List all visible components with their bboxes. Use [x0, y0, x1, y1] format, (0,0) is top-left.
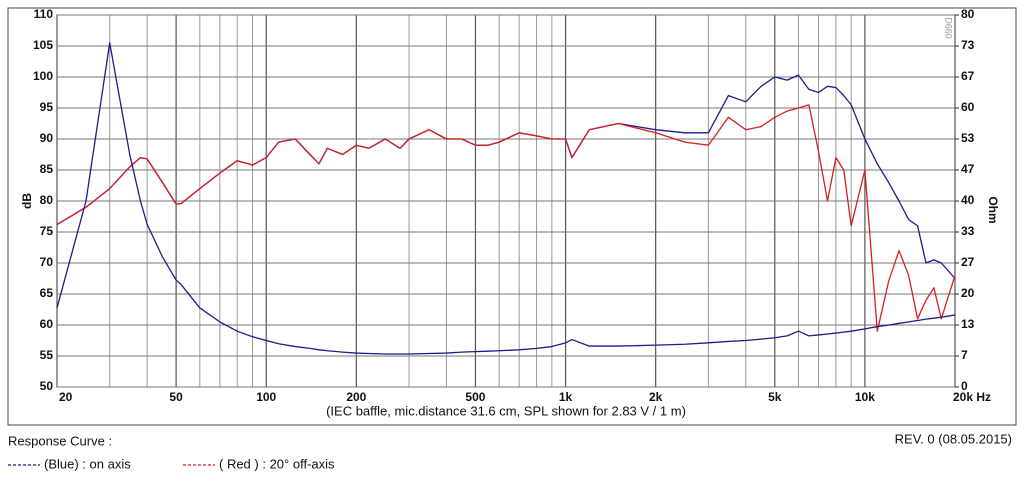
y-tick-label: 65 [40, 286, 54, 300]
y-tick-label: 90 [40, 131, 54, 145]
x-tick-label: 200 [346, 390, 366, 404]
series-line [56, 42, 956, 355]
legend-title: Response Curve : [8, 433, 112, 448]
x-tick-label: 2k [649, 390, 663, 404]
y2-tick-label: 0 [961, 379, 968, 393]
y-tick-label: 80 [40, 193, 54, 207]
y-tick-label: 60 [40, 317, 54, 331]
y-tick-label: 75 [40, 224, 54, 238]
y-tick-label: 95 [40, 100, 54, 114]
x-axis-label: (IEC baffle, mic.distance 31.6 cm, SPL s… [326, 403, 686, 418]
series-line [56, 104, 956, 332]
x-tick-label: 20 [59, 390, 73, 404]
y2-tick-label: 40 [961, 193, 975, 207]
y-tick-label: 55 [40, 348, 54, 362]
legend-label: (Blue) : on axis [44, 456, 131, 471]
y2-tick-label: 67 [961, 69, 975, 83]
x-tick-label: 50 [169, 390, 183, 404]
y2-tick-label: 60 [961, 100, 975, 114]
revision: REV. 0 (08.05.2015) [895, 431, 1012, 446]
y2-tick-label: 27 [961, 255, 975, 269]
y-tick-label: 50 [40, 379, 54, 393]
y-tick-label: 100 [33, 69, 53, 83]
x-tick-label: 10k [855, 390, 875, 404]
y-tick-label: 70 [40, 255, 54, 269]
y2-tick-label: 53 [961, 131, 975, 145]
y2-tick-label: 73 [961, 38, 975, 52]
x-tick-label: 100 [256, 390, 276, 404]
y2-tick-label: 20 [961, 286, 975, 300]
y2-tick-label: 33 [961, 224, 975, 238]
x-tick-label: 20k Hz [953, 390, 991, 404]
x-tick-label: 5k [768, 390, 782, 404]
y-tick-label: 105 [33, 38, 53, 52]
x-tick-label: 1k [559, 390, 573, 404]
series-line [56, 74, 956, 279]
watermark: D660 [944, 17, 954, 39]
legend-label: ( Red ) : 20° off-axis [219, 456, 335, 471]
y-tick-label: 110 [34, 7, 54, 21]
y2-tick-label: 47 [961, 162, 975, 176]
y2-tick-label: 13 [961, 317, 975, 331]
x-tick-label: 500 [465, 390, 485, 404]
y-tick-label: 85 [40, 162, 54, 176]
frame [7, 7, 1017, 426]
y2-axis-label: Ohm [986, 196, 1000, 223]
y2-tick-label: 80 [961, 7, 975, 21]
y-axis-label: dB [20, 193, 34, 209]
y2-tick-label: 7 [961, 348, 968, 362]
